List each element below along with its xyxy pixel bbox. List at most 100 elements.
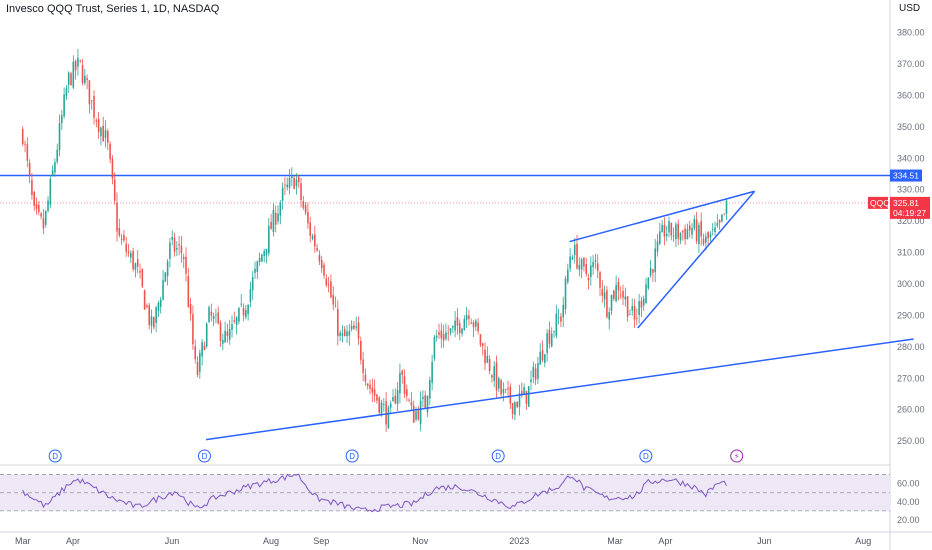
candle-body [136, 259, 139, 267]
candle-body [557, 317, 560, 319]
candle-body [504, 388, 507, 390]
candle [702, 233, 705, 246]
candle [645, 277, 647, 304]
candle [721, 214, 723, 223]
candle [502, 382, 505, 402]
candle [130, 250, 132, 264]
candle [111, 155, 114, 185]
candle-body [458, 323, 461, 333]
candle [426, 395, 429, 418]
candle-body [31, 180, 33, 195]
time-tick-label: Aug [855, 536, 871, 546]
dividend-marker-circle [48, 449, 62, 463]
candle [668, 216, 670, 238]
candle-body [626, 296, 629, 317]
candle [573, 238, 576, 264]
candle-body [481, 343, 484, 346]
candle-body [185, 256, 187, 274]
dividend-marker-label: D [202, 452, 208, 461]
candle-body [707, 231, 709, 239]
candle-body [576, 243, 578, 269]
price-tick-label: 370.00 [897, 59, 925, 69]
candle [369, 379, 371, 395]
candle-body [56, 149, 59, 162]
candle [495, 355, 498, 398]
candle-body [539, 351, 542, 365]
candle-body [686, 229, 689, 240]
candle [307, 202, 309, 230]
candle-body [357, 322, 360, 339]
candle [35, 197, 38, 215]
time-tick-label: Apr [66, 536, 80, 546]
candle [49, 175, 52, 209]
dividend-marker-label: D [495, 452, 501, 461]
candle-body [498, 378, 500, 389]
candle-body [199, 352, 201, 372]
candle-body [93, 95, 95, 118]
candle [403, 369, 406, 399]
candle [383, 397, 385, 412]
candle-body [111, 158, 114, 179]
candle [389, 400, 392, 413]
candle [468, 309, 470, 326]
candle [118, 218, 121, 238]
price-tick-label: 260.00 [897, 405, 925, 415]
price-tick-label: 360.00 [897, 90, 925, 100]
candle [231, 315, 233, 338]
price-tick-label: 290.00 [897, 310, 925, 320]
candle-body [417, 410, 420, 420]
candle-body [339, 332, 341, 336]
candle-body [608, 312, 611, 320]
candle-body [348, 331, 351, 336]
candle-body [383, 404, 385, 405]
candle-body [624, 296, 627, 300]
candle [659, 222, 661, 246]
candle-body [150, 316, 153, 326]
candle [580, 257, 583, 279]
resistance-tag [890, 169, 922, 182]
candle-body [277, 213, 279, 222]
candle [603, 285, 606, 308]
candle [601, 280, 604, 303]
candle [120, 233, 123, 245]
candle-body [355, 326, 358, 328]
candle-body [245, 309, 247, 318]
candle [585, 257, 588, 277]
candle-body [77, 57, 79, 67]
candle-body [585, 264, 588, 275]
candle-body [426, 395, 429, 412]
candle [77, 48, 79, 76]
candle [40, 211, 42, 220]
candle [511, 402, 514, 420]
candle [613, 289, 615, 302]
candle-body [569, 256, 571, 269]
candle-body [394, 395, 397, 404]
candle [54, 158, 56, 177]
candle [548, 321, 551, 349]
candle [157, 300, 160, 317]
candle-body [514, 402, 516, 416]
candle-body [406, 389, 408, 397]
candle-body [592, 261, 594, 268]
candle-body [537, 363, 539, 379]
candle [100, 126, 102, 146]
last-price-tag [890, 196, 930, 219]
candle [150, 309, 153, 334]
candle-body [33, 192, 36, 206]
candles-group [21, 48, 728, 433]
candle-body [104, 130, 107, 138]
candle [723, 213, 726, 216]
candle [70, 71, 72, 86]
candle-body [714, 227, 716, 232]
candle-body [330, 281, 332, 298]
candle [219, 320, 222, 348]
candle [171, 230, 174, 246]
candle [396, 382, 399, 412]
candle-body [47, 200, 49, 211]
candle [42, 209, 45, 235]
candle [523, 383, 525, 396]
candle [330, 274, 332, 299]
candle [564, 275, 567, 315]
candle [217, 306, 220, 325]
